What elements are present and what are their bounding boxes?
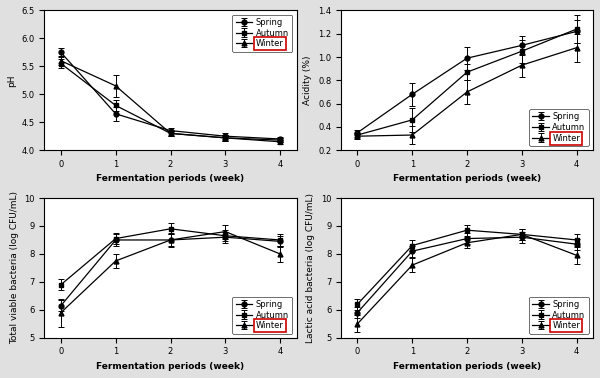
Legend: Spring, Autumn, Winter: Spring, Autumn, Winter (232, 297, 292, 334)
X-axis label: Fermentation periods (week): Fermentation periods (week) (393, 174, 541, 183)
Y-axis label: pH: pH (7, 74, 16, 87)
X-axis label: Fermentation periods (week): Fermentation periods (week) (97, 174, 245, 183)
Y-axis label: Acidity (%): Acidity (%) (304, 56, 313, 105)
Legend: Spring, Autumn, Winter: Spring, Autumn, Winter (529, 297, 589, 334)
Legend: Spring, Autumn, Winter: Spring, Autumn, Winter (232, 15, 292, 52)
Y-axis label: Lactic acid bacteria (log CFU/mL): Lactic acid bacteria (log CFU/mL) (306, 193, 315, 343)
Y-axis label: Total viable bacteria (log CFU/mL): Total viable bacteria (log CFU/mL) (10, 191, 19, 344)
Legend: Spring, Autumn, Winter: Spring, Autumn, Winter (529, 109, 589, 146)
X-axis label: Fermentation periods (week): Fermentation periods (week) (393, 362, 541, 371)
X-axis label: Fermentation periods (week): Fermentation periods (week) (97, 362, 245, 371)
